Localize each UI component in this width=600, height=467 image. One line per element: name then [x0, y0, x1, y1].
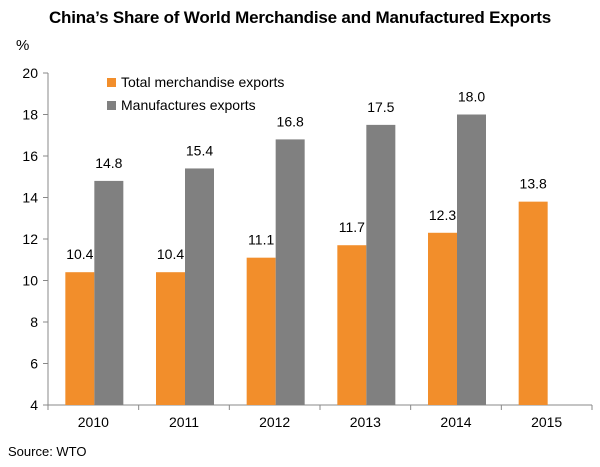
y-tick-label: 20 — [22, 65, 38, 81]
legend-label: Manufactures exports — [121, 97, 256, 113]
x-tick-label: 2015 — [531, 414, 562, 430]
data-label: 15.4 — [186, 142, 213, 158]
y-axis-unit: % — [16, 37, 30, 54]
data-label: 18.0 — [458, 89, 485, 105]
y-tick-label: 16 — [22, 148, 38, 164]
source-note: Source: WTO — [8, 444, 87, 459]
data-label: 10.4 — [66, 246, 93, 262]
bar — [366, 124, 396, 405]
bar — [337, 245, 367, 405]
y-tick-label: 6 — [30, 356, 38, 372]
y-tick-label: 18 — [22, 107, 38, 123]
bar — [185, 168, 214, 405]
y-tick-label: 8 — [30, 314, 38, 330]
bar — [65, 272, 95, 405]
data-label: 17.5 — [367, 99, 394, 115]
data-label: 12.3 — [429, 207, 456, 223]
bar — [275, 139, 305, 405]
data-label: 11.1 — [248, 232, 274, 248]
bar — [156, 272, 185, 405]
y-tick-label: 4 — [30, 397, 38, 413]
data-label: 16.8 — [277, 113, 304, 129]
x-tick-label: 2010 — [78, 414, 109, 430]
bar — [457, 114, 486, 405]
y-tick-label: 12 — [22, 231, 38, 247]
data-label: 10.4 — [157, 246, 184, 262]
chart-title: China’s Share of World Merchandise and M… — [48, 8, 552, 27]
bar — [94, 180, 124, 405]
x-tick-label: 2013 — [350, 414, 381, 430]
bar — [518, 201, 548, 405]
x-tick-label: 2012 — [259, 414, 290, 430]
bar — [428, 232, 457, 405]
x-tick-label: 2011 — [169, 414, 199, 430]
data-label: 14.8 — [95, 155, 122, 171]
y-tick-label: 10 — [22, 273, 38, 289]
bar — [246, 257, 276, 405]
data-label: 13.8 — [520, 176, 547, 192]
legend-swatch — [107, 78, 116, 87]
x-tick-label: 2014 — [440, 414, 471, 430]
data-label: 11.7 — [339, 219, 365, 235]
legend-swatch — [107, 101, 116, 110]
legend-label: Total merchandise exports — [121, 74, 284, 90]
y-tick-label: 14 — [22, 190, 38, 206]
